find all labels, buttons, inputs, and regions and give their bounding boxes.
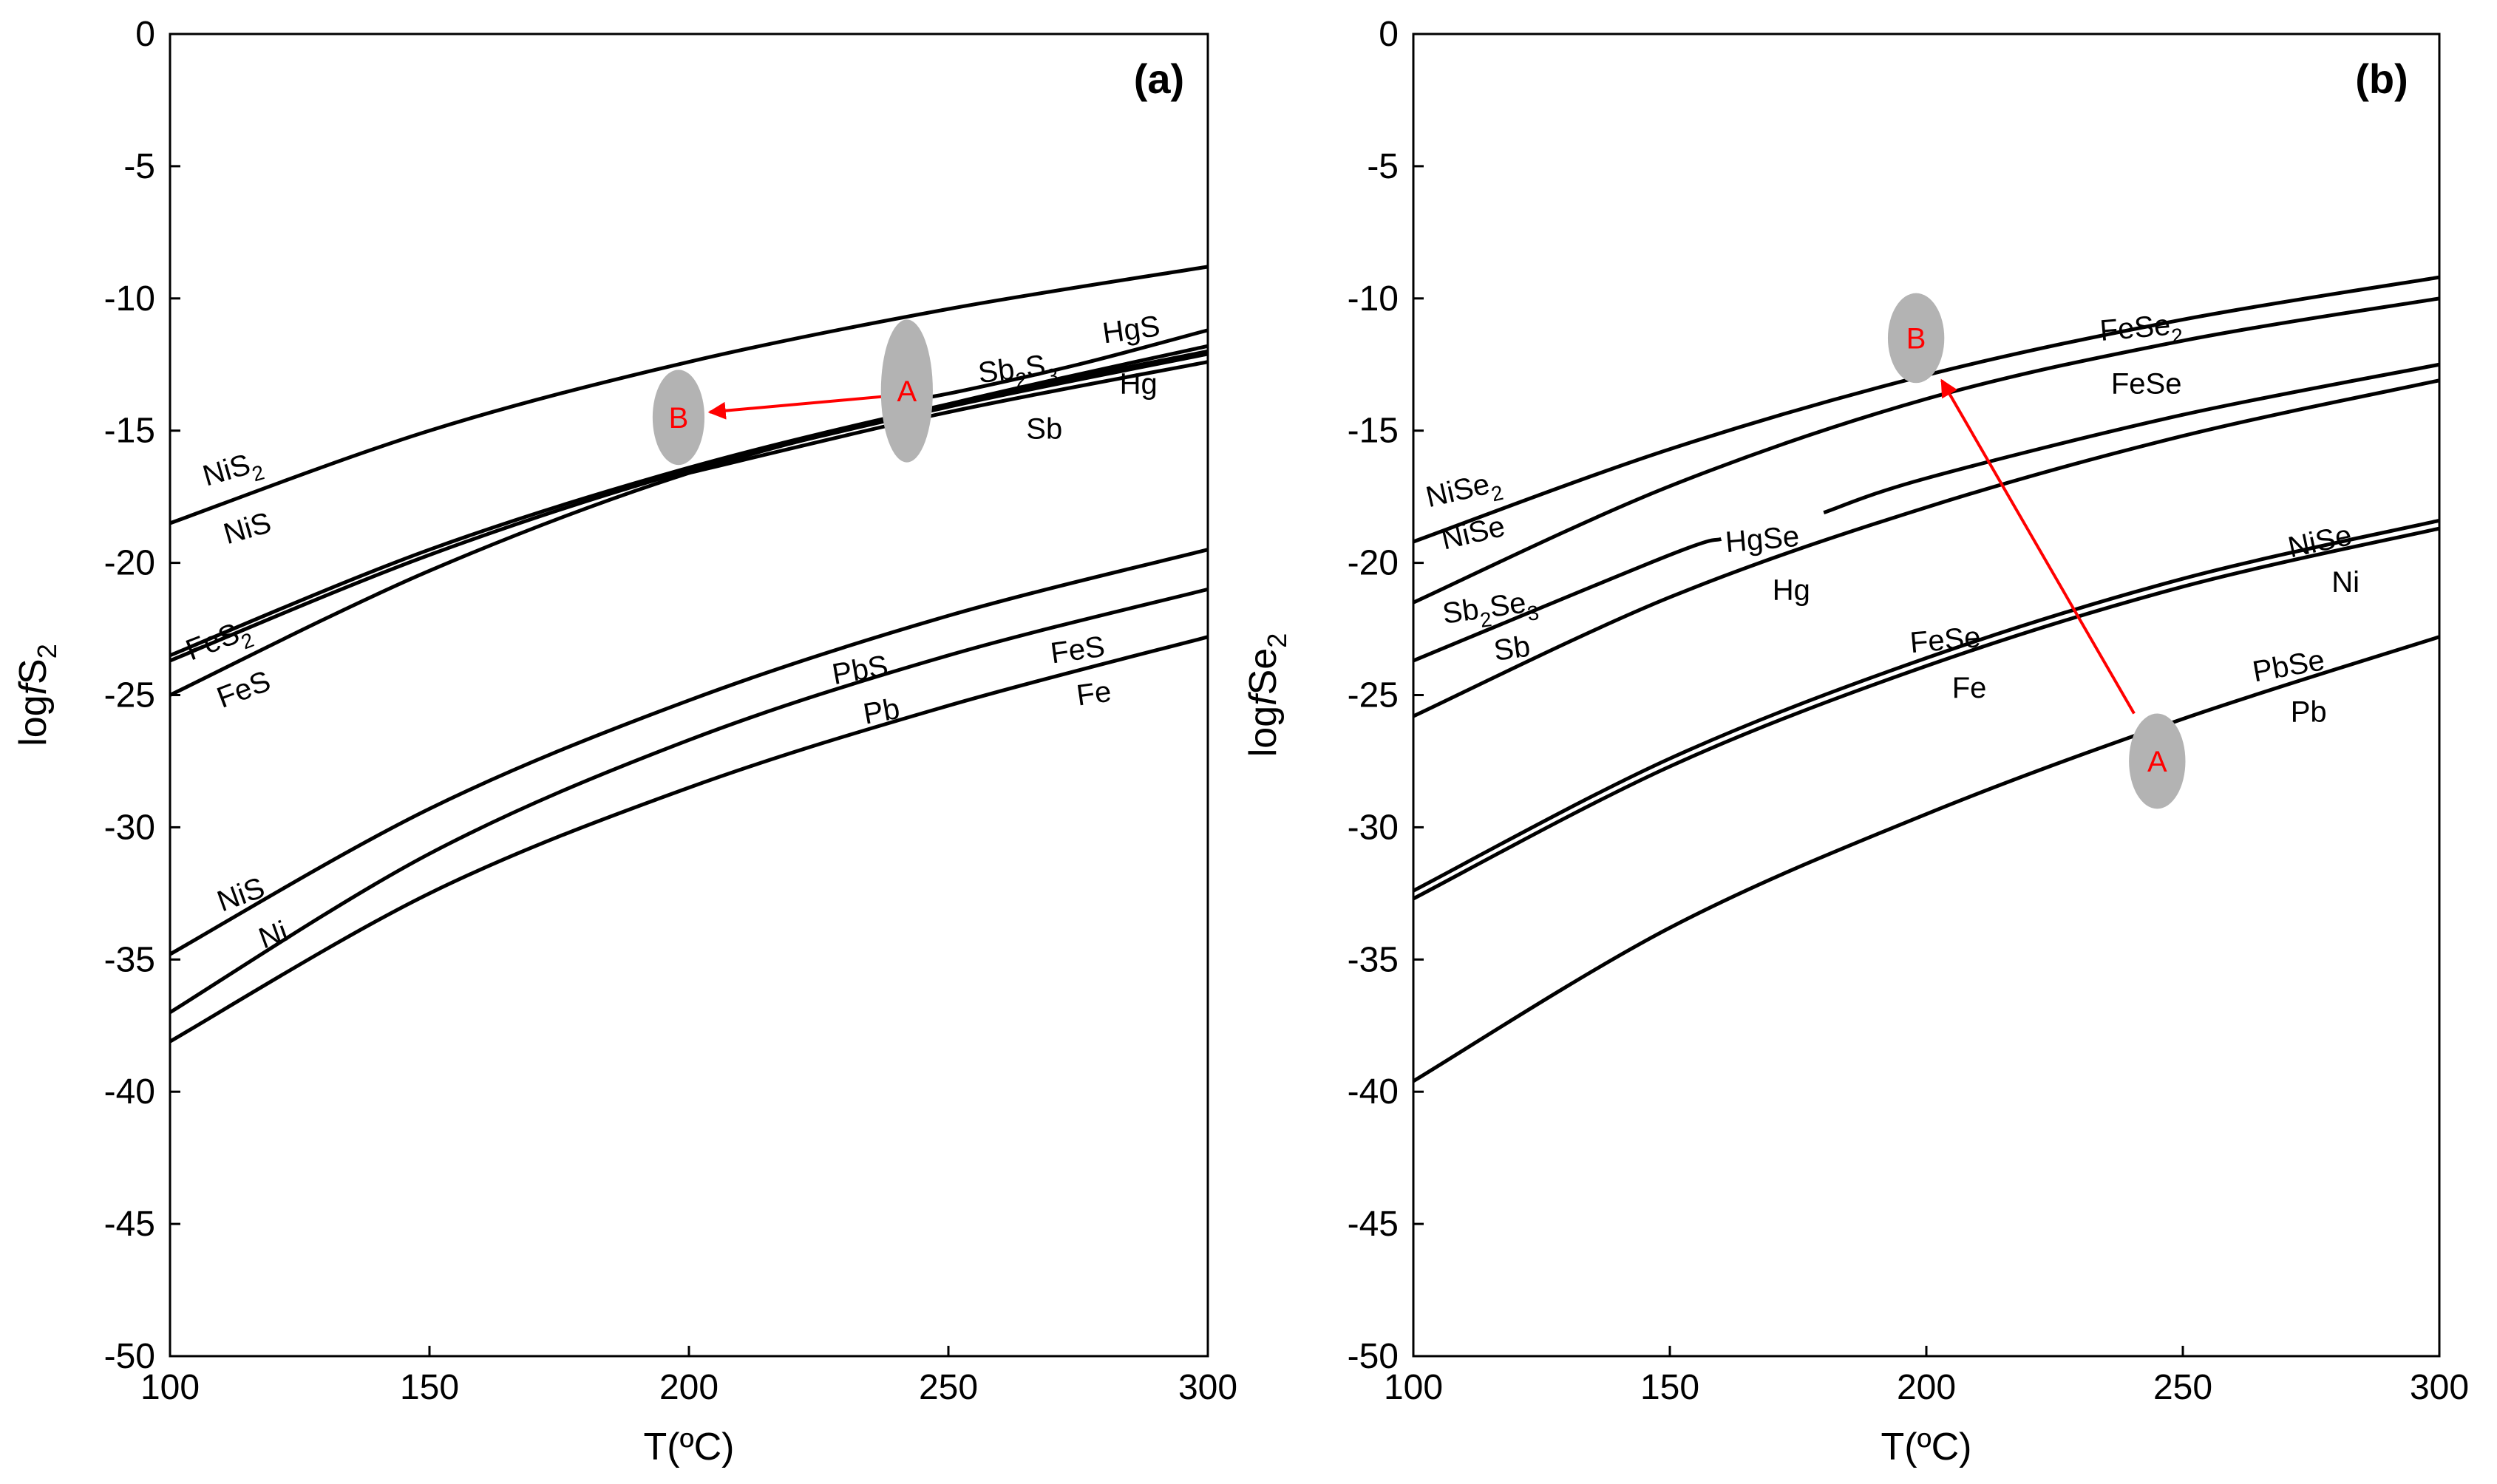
series-line — [1412, 378, 2440, 718]
series-line — [1412, 518, 2440, 893]
series-line — [169, 352, 1209, 663]
y-tick-label: -45 — [1348, 1205, 1399, 1244]
curve-label: PbSe — [2250, 644, 2327, 688]
y-tick-label: -30 — [1348, 808, 1399, 847]
curve-label: Pb — [861, 692, 903, 731]
series-line — [169, 548, 1209, 956]
x-tick-label: 250 — [919, 1368, 978, 1407]
marker-b-label: B — [1906, 322, 1926, 355]
marker-a-label: A — [2147, 746, 2167, 778]
series-line — [688, 360, 1209, 475]
y-tick-label: -50 — [1348, 1337, 1399, 1376]
curve-label: FeS — [1049, 630, 1107, 670]
y-tick-label: -35 — [1348, 940, 1399, 979]
curve-label: FeS — [213, 664, 275, 714]
curve-label: NiS — [220, 506, 275, 551]
curve-label: Hg — [1120, 368, 1158, 401]
y-tick-label: -15 — [104, 412, 155, 451]
panel-label: (a) — [1134, 55, 1184, 102]
y-tick-label: -5 — [123, 147, 155, 186]
x-tick-label: 150 — [1640, 1368, 1699, 1407]
path-arrow — [707, 395, 886, 420]
curve-label: Sb — [1026, 412, 1062, 445]
y-tick-label: -20 — [1348, 544, 1399, 583]
y-tick-label: -40 — [1348, 1072, 1399, 1112]
curve-label: Ni — [2331, 566, 2360, 599]
y-axis-title: logfSe2 — [1242, 633, 1292, 758]
series-line — [1412, 526, 2440, 901]
panel-label: (b) — [2355, 55, 2408, 102]
x-axis-title: T(ºC) — [1881, 1426, 1972, 1468]
y-tick-label: -20 — [104, 544, 155, 583]
x-tick-label: 200 — [659, 1368, 718, 1407]
series-line — [169, 265, 1209, 525]
y-tick-label: -50 — [104, 1337, 155, 1376]
series-line — [1412, 296, 2440, 605]
curve-label: Pb — [2291, 695, 2327, 728]
curve-label: Fe — [1075, 675, 1113, 712]
curve-label: NiS — [213, 871, 269, 918]
y-tick-label: -35 — [104, 940, 155, 979]
series-line — [1413, 537, 1722, 663]
curve-label: Fe — [1952, 672, 1987, 704]
y-tick-label: -30 — [104, 808, 155, 847]
marker-a-label: A — [897, 375, 917, 408]
y-tick-label: 0 — [135, 15, 155, 54]
curve-label: Hg — [1773, 574, 1810, 607]
series-line — [169, 587, 1209, 1014]
series-line — [1412, 635, 2440, 1083]
x-tick-label: 150 — [400, 1368, 459, 1407]
marker-b-ellipse — [1887, 293, 1945, 384]
y-tick-label: -25 — [104, 676, 155, 715]
y-tick-label: -45 — [104, 1205, 155, 1244]
x-tick-label: 100 — [1384, 1368, 1443, 1407]
curve-label: HgS — [1101, 310, 1162, 350]
panel-a: 100 150 200 250 300 0 -5 -10 -15 -20 -25 -30 -35 -40 -… — [12, 15, 1237, 1468]
path-arrow — [1940, 378, 2136, 715]
y-tick-label: -10 — [1348, 279, 1399, 319]
y-tick-label: -25 — [1348, 676, 1399, 715]
plot-frame — [169, 33, 1209, 1358]
series-line — [169, 344, 1209, 697]
curve-label: Sb2Se3 — [1441, 585, 1540, 636]
curve-label: PbS — [829, 650, 890, 691]
series-line — [169, 635, 1209, 1044]
y-tick-label: 0 — [1379, 15, 1399, 54]
y-tick-label: -40 — [104, 1072, 155, 1112]
marker-a-ellipse — [2129, 713, 2186, 809]
plot-frame — [1412, 33, 2441, 1358]
curve-label: FeSe — [2111, 368, 2182, 401]
x-axis-title: T(ºC) — [644, 1426, 735, 1468]
y-tick-label: -15 — [1348, 412, 1399, 451]
y-tick-label: -5 — [1367, 147, 1399, 186]
y-axis-title: logfS2 — [12, 644, 62, 746]
x-tick-label: 300 — [2410, 1368, 2469, 1407]
marker-a-ellipse — [880, 319, 933, 463]
curve-label: FeSe — [1909, 621, 1982, 659]
curve-label: NiSe — [2285, 519, 2354, 564]
marker-b-ellipse — [652, 370, 705, 466]
series-line — [1823, 362, 2440, 514]
y-tick-label: -10 — [104, 279, 155, 319]
marker-b-label: B — [669, 402, 689, 435]
curve-label: FeSe2 — [2099, 307, 2184, 353]
x-tick-label: 300 — [1178, 1368, 1237, 1407]
x-tick-label: 100 — [140, 1368, 200, 1407]
curve-label: Ni — [254, 915, 292, 955]
curve-label: Sb2S3 — [976, 348, 1059, 397]
panel-b: 100 150 200 250 300 0 -5 -10 -15 -20 -25 -30 -35 -40 -… — [1242, 15, 2469, 1468]
x-tick-label: 200 — [1897, 1368, 1956, 1407]
curve-label: HgSe — [1724, 520, 1801, 559]
curve-label: NiSe — [1438, 510, 1508, 556]
x-tick-label: 250 — [2153, 1368, 2212, 1407]
curve-label: Sb — [1492, 630, 1532, 667]
